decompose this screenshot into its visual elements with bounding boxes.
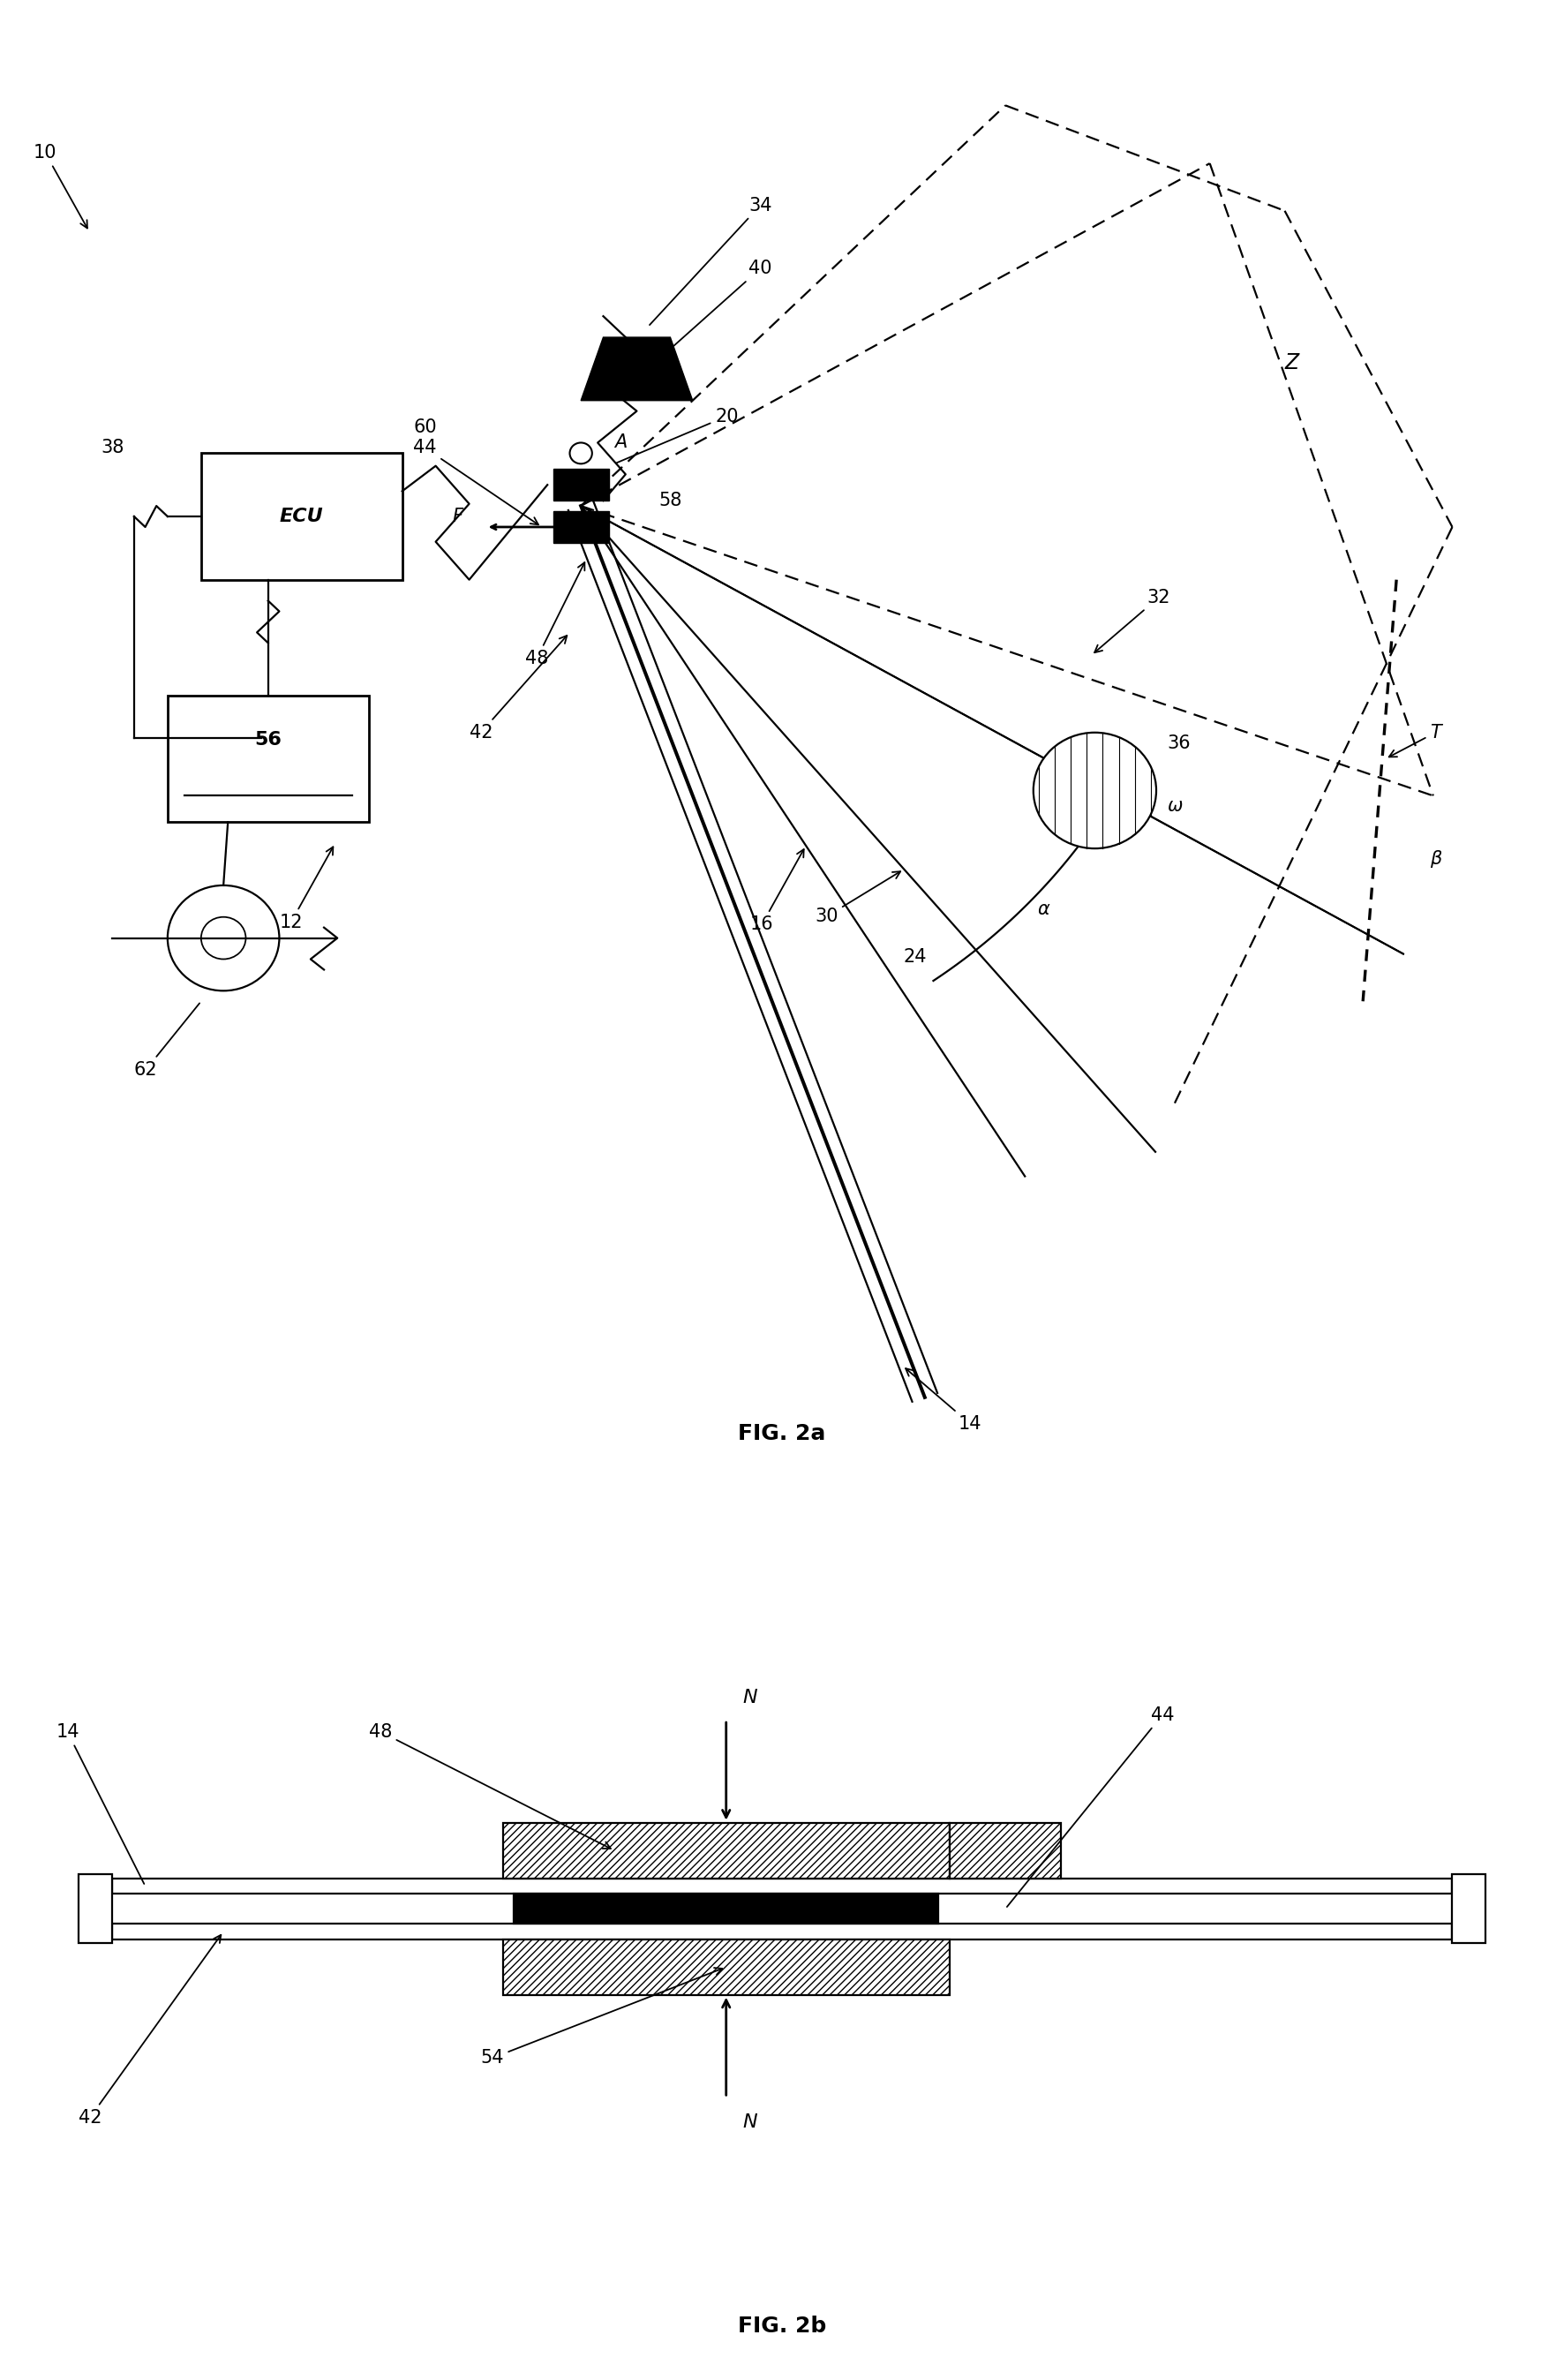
Text: T: T — [1389, 724, 1440, 757]
Text: 32: 32 — [1095, 588, 1170, 652]
Text: 14: 14 — [906, 1368, 982, 1433]
Bar — [202, 452, 402, 581]
Bar — [515, 1894, 938, 1923]
Text: FIG. 2a: FIG. 2a — [738, 1423, 826, 1445]
FancyBboxPatch shape — [78, 1873, 111, 1944]
Circle shape — [167, 885, 280, 990]
Text: Z: Z — [1284, 352, 1300, 374]
Text: 58: 58 — [658, 493, 682, 509]
Text: 20: 20 — [616, 407, 738, 462]
Text: 12: 12 — [280, 847, 333, 931]
Bar — [502, 1823, 949, 1878]
FancyBboxPatch shape — [1453, 1873, 1486, 1944]
Text: 48: 48 — [369, 1723, 610, 1849]
Polygon shape — [580, 338, 693, 400]
Text: 54: 54 — [480, 1968, 723, 2066]
Text: 10: 10 — [33, 143, 88, 228]
Text: 62: 62 — [135, 1004, 200, 1078]
Text: 44: 44 — [1007, 1706, 1175, 1906]
Text: 16: 16 — [751, 850, 804, 933]
Text: 42: 42 — [469, 635, 566, 740]
Text: A: A — [615, 433, 627, 452]
Text: 14: 14 — [56, 1723, 144, 1885]
Text: 56: 56 — [255, 731, 282, 750]
Bar — [111, 1878, 1453, 1894]
Text: α: α — [1037, 900, 1049, 919]
Text: 24: 24 — [904, 950, 927, 966]
Bar — [111, 1923, 1453, 1940]
Bar — [167, 695, 369, 821]
Text: 34: 34 — [649, 198, 773, 326]
Text: F: F — [452, 507, 463, 526]
Text: 30: 30 — [815, 871, 901, 926]
Text: 38: 38 — [100, 438, 124, 457]
Text: 42: 42 — [78, 1935, 221, 2125]
Text: N: N — [743, 2113, 757, 2130]
Text: ω: ω — [1167, 797, 1182, 814]
Text: β: β — [1429, 850, 1442, 869]
Bar — [502, 1940, 949, 1994]
Text: ECU: ECU — [280, 507, 324, 526]
Bar — [554, 512, 608, 543]
Text: 40: 40 — [649, 259, 773, 367]
Text: N: N — [743, 1687, 757, 1706]
Bar — [949, 1823, 1062, 1878]
Text: 44: 44 — [413, 438, 538, 524]
Bar — [554, 469, 608, 500]
Text: 36: 36 — [1167, 733, 1190, 752]
Text: FIG. 2b: FIG. 2b — [738, 2316, 826, 2337]
Circle shape — [202, 916, 246, 959]
Text: 60: 60 — [413, 419, 436, 436]
Text: 48: 48 — [526, 562, 585, 666]
Circle shape — [1034, 733, 1156, 850]
